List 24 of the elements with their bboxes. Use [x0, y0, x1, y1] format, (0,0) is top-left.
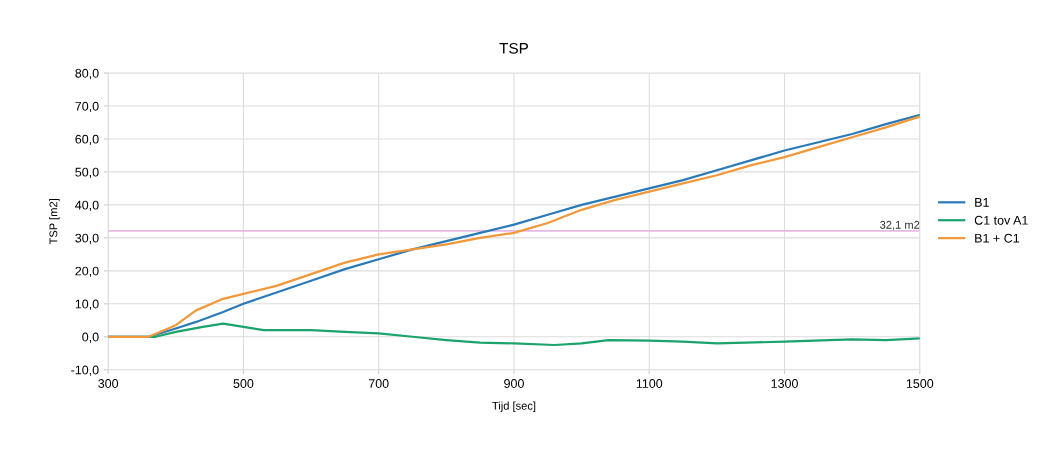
y-tick-label: 70,0 [75, 101, 99, 113]
x-tick-label: 900 [504, 379, 524, 388]
chart-title: TSP [499, 42, 529, 54]
y-tick-label: 10,0 [75, 299, 99, 310]
y-tick-label: 50,0 [75, 167, 99, 179]
y-tick-label: 30,0 [75, 233, 99, 244]
x-axis-title: Tijd [sec] [492, 401, 536, 412]
y-tick-label: 40,0 [75, 200, 99, 212]
legend-label: B1 [975, 198, 989, 207]
x-tick-label: 1100 [636, 379, 663, 388]
y-tick-label: 60,0 [75, 134, 99, 146]
x-tick-label: 300 [98, 379, 119, 388]
legend-label: C1 tov A1 [974, 215, 1028, 225]
legend-label: B1 + C1 [975, 233, 1020, 243]
y-tick-label: 80,0 [75, 68, 99, 80]
x-tick-label: 500 [233, 379, 254, 388]
y-tick-label: 20,0 [75, 266, 99, 277]
x-tick-label: 1300 [771, 379, 798, 388]
y-tick-label: 0,0 [82, 332, 99, 343]
x-tick-label: 1500 [906, 379, 934, 388]
y-tick-label: -10,0 [71, 365, 99, 376]
ref-line-label: 32,1 m2 [880, 220, 920, 231]
y-axis-title: TSP [m2] [49, 199, 60, 245]
x-tick-label: 700 [368, 379, 389, 388]
